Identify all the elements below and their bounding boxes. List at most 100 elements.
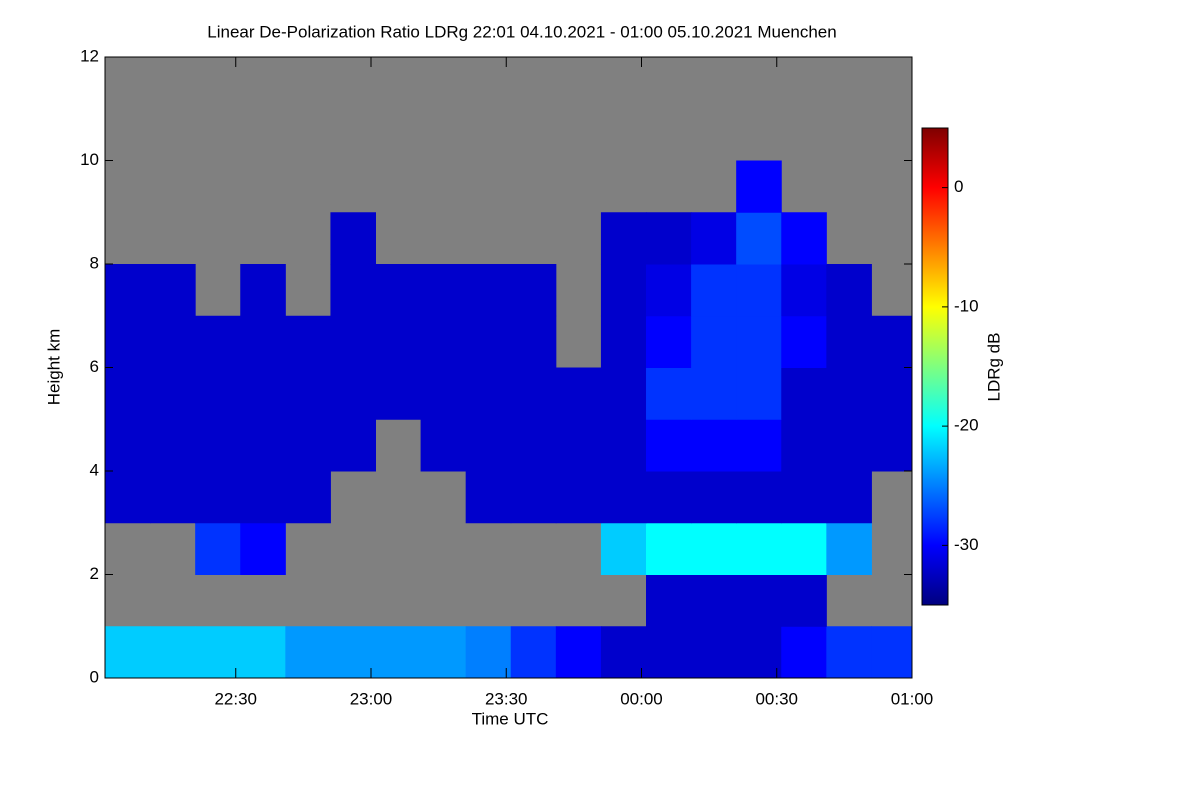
heatmap-cell xyxy=(691,315,737,368)
heatmap-cell xyxy=(871,315,912,368)
heatmap-cell xyxy=(691,471,737,524)
heatmap-cell xyxy=(646,367,692,420)
heatmap-cell xyxy=(420,264,467,317)
heatmap-cell xyxy=(285,315,331,368)
heatmap-cell xyxy=(646,626,692,678)
heatmap-cell xyxy=(285,419,331,472)
y-tick-label: 2 xyxy=(90,564,99,583)
heatmap-cell xyxy=(826,522,872,575)
heatmap-cell xyxy=(646,419,692,472)
heatmap-cell xyxy=(240,522,286,575)
heatmap-cell xyxy=(510,264,557,317)
heatmap-cell xyxy=(465,367,512,420)
y-tick-label: 12 xyxy=(80,46,99,65)
heatmap-cell xyxy=(691,522,737,575)
colorbar-tick-label: -30 xyxy=(954,535,979,554)
heatmap-cell xyxy=(510,471,557,524)
colorbar-tick-label: 0 xyxy=(954,177,963,196)
colorbar xyxy=(921,127,949,606)
heatmap-cell xyxy=(691,264,737,317)
heatmap-cell xyxy=(330,367,377,420)
heatmap-cell xyxy=(555,419,602,472)
heatmap-cell xyxy=(105,419,151,472)
heatmap-cell xyxy=(600,315,647,368)
heatmap-cell xyxy=(105,315,151,368)
y-tick-label: 0 xyxy=(90,667,99,686)
x-tick-label: 00:00 xyxy=(620,689,663,708)
heatmap-cell xyxy=(781,264,827,317)
heatmap-cell xyxy=(600,367,647,420)
heatmap-cell xyxy=(465,315,512,368)
heatmap-cell xyxy=(105,367,151,420)
heatmap-cell xyxy=(105,626,151,678)
heatmap-cell xyxy=(826,419,872,472)
heatmap-cell xyxy=(826,315,872,368)
heatmap-cell xyxy=(240,419,286,472)
x-axis-label: Time UTC xyxy=(472,709,549,728)
heatmap-cell xyxy=(465,471,512,524)
heatmap-cell xyxy=(510,419,557,472)
heatmap-cell xyxy=(420,419,467,472)
heatmap-cell xyxy=(691,419,737,472)
heatmap-cell xyxy=(691,367,737,420)
heatmap-cell xyxy=(195,626,241,678)
heatmap-cell xyxy=(736,522,782,575)
heatmap-cell xyxy=(826,626,872,678)
x-tick-label: 23:00 xyxy=(350,689,393,708)
heatmap-cell xyxy=(510,367,557,420)
heatmap-cell xyxy=(285,367,331,420)
heatmap-cell xyxy=(150,419,196,472)
heatmap-cell xyxy=(781,315,827,368)
y-axis-label: Height km xyxy=(44,329,63,406)
heatmap-cell xyxy=(555,367,602,420)
heatmap-cell xyxy=(150,264,196,317)
colorbar-tick-label: -10 xyxy=(954,296,979,315)
heatmap-cell xyxy=(195,315,241,368)
heatmap-cell xyxy=(420,626,467,678)
heatmap-cell xyxy=(420,315,467,368)
heatmap-cell xyxy=(555,471,602,524)
x-tick-label: 23:30 xyxy=(485,689,528,708)
heatmap-cell xyxy=(736,367,782,420)
heatmap-cell xyxy=(646,522,692,575)
heatmap-cell xyxy=(285,471,331,524)
heatmap-cell xyxy=(375,367,422,420)
heatmap-cell xyxy=(600,626,647,678)
heatmap-cell xyxy=(736,264,782,317)
heatmap-cell xyxy=(420,367,467,420)
heatmap-cell xyxy=(105,264,151,317)
heatmap-cell xyxy=(195,367,241,420)
heatmap-cell xyxy=(240,626,286,678)
heatmap-cell xyxy=(330,264,377,317)
heatmap-cell xyxy=(150,315,196,368)
heatmap-cell xyxy=(330,626,377,678)
heatmap-cell xyxy=(826,367,872,420)
heatmap-cell xyxy=(465,264,512,317)
x-tick-label: 22:30 xyxy=(214,689,257,708)
heatmap-cell xyxy=(465,419,512,472)
heatmap-cell xyxy=(871,626,912,678)
heatmap xyxy=(105,160,912,678)
heatmap-cell xyxy=(646,471,692,524)
heatmap-cell xyxy=(871,419,912,472)
heatmap-cell xyxy=(871,367,912,420)
heatmap-cell xyxy=(195,419,241,472)
heatmap-cell xyxy=(736,315,782,368)
heatmap-cell xyxy=(600,522,647,575)
heatmap-cell xyxy=(195,522,241,575)
heatmap-cell xyxy=(781,574,827,627)
heatmap-cell xyxy=(646,315,692,368)
heatmap-cell xyxy=(781,522,827,575)
heatmap-cell xyxy=(330,419,377,472)
heatmap-cell xyxy=(150,626,196,678)
heatmap-cell xyxy=(646,212,692,265)
heatmap-cell xyxy=(781,367,827,420)
heatmap-cell xyxy=(150,471,196,524)
heatmap-cell xyxy=(240,264,286,317)
y-tick-label: 8 xyxy=(90,253,99,272)
y-tick-label: 6 xyxy=(90,357,99,376)
heatmap-cell xyxy=(646,574,692,627)
heatmap-cell xyxy=(781,212,827,265)
colorbar-label: LDRg dB xyxy=(984,333,1003,402)
